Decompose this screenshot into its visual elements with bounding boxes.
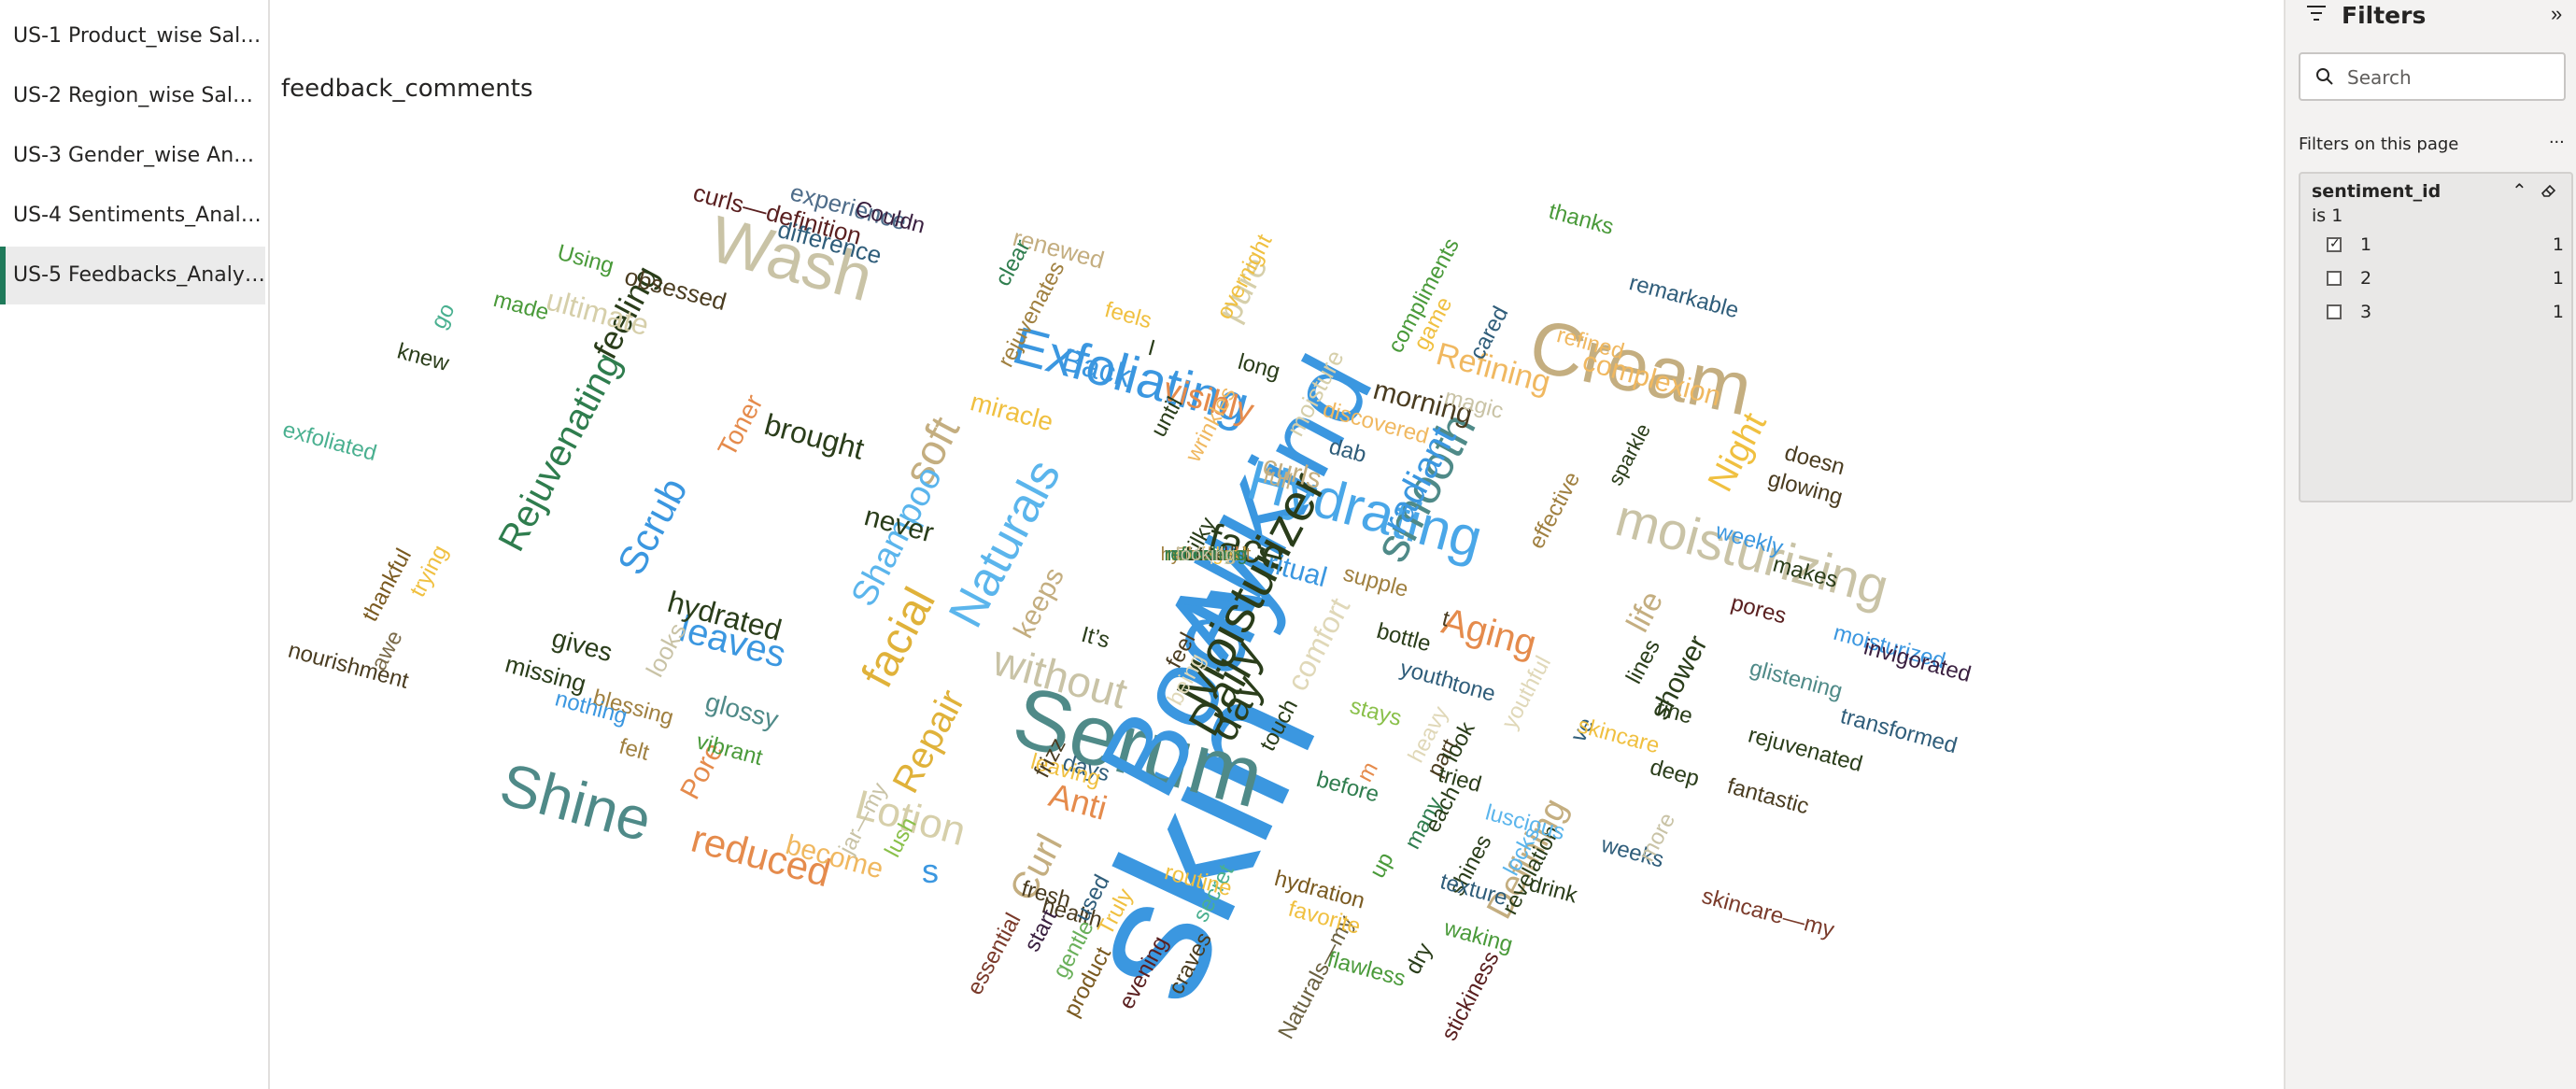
search-input[interactable] [2345, 62, 2555, 93]
filter-icon [2307, 6, 2326, 21]
cloud-word[interactable]: more [1635, 809, 1681, 866]
cloud-word[interactable]: trying [405, 541, 453, 601]
eraser-icon[interactable] [2540, 181, 2558, 200]
cloud-word[interactable]: remarkable [1626, 270, 1741, 323]
cloud-word[interactable]: lines [1621, 635, 1665, 687]
cloud-word[interactable]: retreat [1179, 544, 1233, 565]
double-chevron-right-icon[interactable]: » [2551, 2, 2563, 25]
chevron-up-icon[interactable]: ⌃ [2512, 181, 2527, 202]
cloud-word[interactable]: skincare—my [1699, 884, 1836, 943]
checkbox[interactable] [2327, 304, 2342, 319]
cloud-word[interactable]: knew [394, 338, 452, 376]
cloud-word[interactable]: Love [1185, 544, 1225, 565]
cloud-word[interactable]: Using [555, 240, 616, 279]
filter-search-box[interactable] [2299, 52, 2566, 101]
checkbox[interactable] [2327, 271, 2342, 286]
cloud-word[interactable]: made [490, 287, 551, 326]
filters-header: Filters » [2286, 0, 2576, 34]
cloud-word[interactable]: Scrub [609, 471, 696, 582]
filter-card-sentiment-id[interactable]: sentiment_id is 1 ⌃ ✓ 1 1 2 1 3 1 [2299, 172, 2573, 502]
cloud-word[interactable]: glossy [702, 687, 782, 734]
report-canvas: feedback_comments skin Serum Body AllKind Cr… [272, 0, 2284, 1089]
cloud-word[interactable]: gives [549, 623, 616, 667]
cloud-word[interactable]: glistening [1747, 656, 1845, 704]
filter-option[interactable]: ✓ 1 1 [2312, 232, 2564, 260]
cloud-word[interactable]: stickiness [1437, 947, 1505, 1045]
page-tab[interactable]: US-4 Sentiments_Analysis [13, 204, 265, 227]
cloud-word[interactable]: Shine [493, 750, 658, 855]
cloud-word[interactable]: bliss [1187, 544, 1224, 565]
check-icon: ✓ [2329, 235, 2341, 250]
cloud-word[interactable]: tone [1450, 672, 1498, 707]
cloud-word[interactable]: brought [761, 407, 868, 466]
cloud-word[interactable]: up [1365, 848, 1398, 882]
checkbox-checked[interactable]: ✓ [2327, 235, 2342, 252]
cloud-word[interactable]: youthful [1497, 652, 1556, 733]
cloud-word[interactable]: usual [1183, 544, 1228, 565]
cloud-word[interactable]: fine [1654, 696, 1695, 729]
filter-option-label: 1 [2360, 234, 2372, 255]
cloud-word[interactable]: rejuvenated [1746, 722, 1865, 777]
cloud-word[interactable]: fantastic [1724, 773, 1811, 819]
cloud-word[interactable]: best [1188, 544, 1224, 565]
cloud-word[interactable]: Toner [712, 389, 768, 460]
visual-title: feedback_comments [281, 75, 533, 103]
cloud-word[interactable]: stays [1347, 693, 1404, 731]
cloud-word[interactable]: deeply [1179, 544, 1234, 565]
cloud-word[interactable]: mornings [1168, 544, 1244, 565]
cloud-word[interactable]: Aging [1437, 601, 1540, 665]
cloud-word[interactable]: feels [1102, 297, 1154, 333]
cloud-word[interactable]: s [922, 852, 939, 890]
cloud-word[interactable]: deep [1648, 755, 1703, 792]
cloud-word[interactable]: nourished [1165, 544, 1247, 565]
cloud-word[interactable]: exfoliated [280, 417, 379, 466]
filter-option-count: 1 [2552, 268, 2564, 289]
page-navigator: US-1 Product_wise Sale... US-2 Region_wis… [0, 0, 270, 1089]
cloud-word[interactable]: supple [1340, 561, 1410, 602]
page-tab[interactable]: US-1 Product_wise Sale... [13, 24, 265, 48]
cloud-word[interactable]: sparkle [1604, 419, 1655, 488]
cloud-word[interactable]: miracle [968, 387, 1056, 436]
cloud-word[interactable]: felt [616, 734, 652, 766]
filter-field-name: sentiment_id [2312, 181, 2442, 202]
cloud-word[interactable]: looking [1176, 544, 1235, 565]
cloud-word[interactable]: changer [1172, 544, 1240, 565]
cloud-word[interactable]: life [1620, 586, 1670, 638]
filters-pane: Filters » Filters on this page ... senti… [2284, 0, 2576, 1089]
cloud-word[interactable]: effective [1524, 468, 1586, 553]
cloud-word[interactable]: Repair [885, 684, 972, 800]
filter-option-label: 3 [2360, 302, 2372, 322]
search-icon [2316, 68, 2333, 85]
page-tab[interactable]: US-5 Feedbacks_Analysis [0, 247, 265, 304]
filter-condition: is 1 [2312, 205, 2343, 226]
cloud-word[interactable]: bottle [1374, 618, 1434, 657]
cloud-word[interactable]: It’s [1079, 622, 1112, 654]
cloud-word[interactable]: go [426, 299, 460, 332]
cloud-word[interactable]: hydrate—it [1161, 544, 1252, 565]
cloud-word[interactable]: youth [1397, 656, 1457, 694]
cloud-word[interactable]: Rejuvenating [490, 346, 629, 558]
cloud-word[interactable]: skincare [1575, 713, 1662, 758]
filter-option-count: 1 [2552, 234, 2564, 255]
filter-option-count: 1 [2552, 302, 2564, 322]
more-options-icon[interactable]: ... [2549, 127, 2565, 148]
filter-option-label: 2 [2360, 268, 2372, 289]
page-tab[interactable]: US-3 Gender_wise Anal... [13, 144, 265, 167]
page-tab[interactable]: US-2 Region_wise Sales ... [13, 84, 265, 107]
cloud-word[interactable]: amazed [1172, 544, 1238, 565]
filters-title: Filters [2342, 2, 2427, 29]
cloud-word[interactable]: natural [1177, 544, 1234, 565]
cloud-word[interactable]: refreshing [1165, 544, 1248, 565]
cloud-word[interactable]: pores [1728, 590, 1789, 629]
cloud-word[interactable]: Finding [1175, 544, 1237, 565]
filters-section-label: Filters on this page [2299, 134, 2459, 154]
cloud-word[interactable]: essential [962, 909, 1026, 998]
cloud-word[interactable]: thanks [1546, 199, 1616, 240]
cloud-word[interactable]: waking [1440, 915, 1515, 958]
